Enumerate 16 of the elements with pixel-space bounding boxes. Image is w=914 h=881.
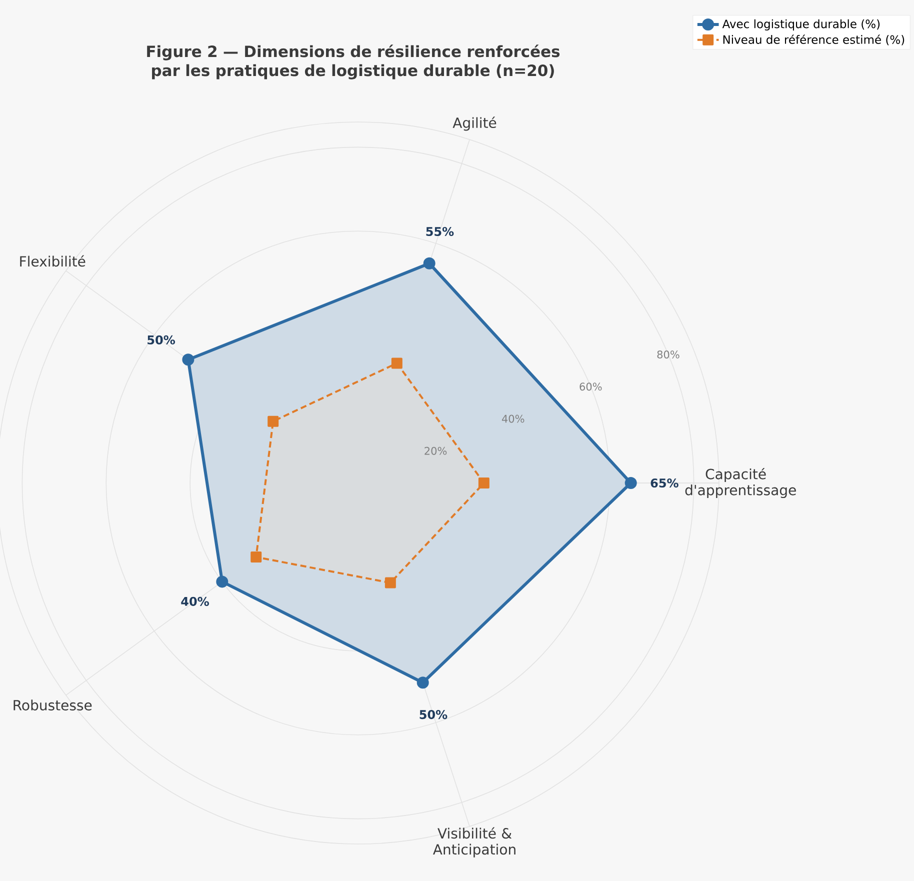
data-label: 40%: [181, 596, 209, 606]
spoke-label: Capacité d'apprentissage: [685, 468, 796, 498]
data-label: 55%: [426, 226, 454, 236]
spoke-label: Visibilité & Anticipation: [433, 827, 516, 858]
spoke-label: Robustesse: [14, 700, 92, 710]
y-tick-label: 20%: [424, 446, 447, 455]
text: Figure 2 — Dimensions de résilience renforcées par les pratiques de logistique durable (n=20): [147, 44, 560, 80]
legend-label: Avec logistique durable (%): [722, 19, 880, 30]
legend-label: Niveau de référence estimé (%): [723, 34, 904, 46]
data-label: 50%: [420, 710, 448, 720]
spoke-label: Flexibilité: [20, 255, 86, 267]
data-label: 65%: [650, 478, 678, 488]
spoke-label: Agilité: [452, 116, 496, 131]
data-label: 50%: [148, 335, 176, 344]
y-tick-label: 80%: [657, 350, 680, 358]
y-tick-label: 60%: [580, 382, 602, 391]
